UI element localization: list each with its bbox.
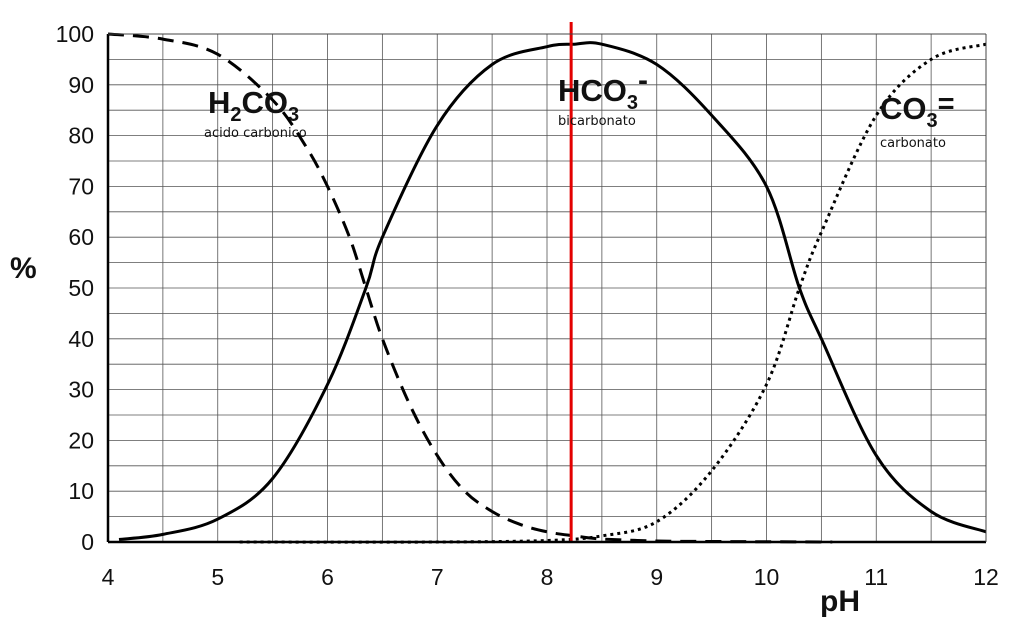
x-tick-label: 5 <box>211 564 224 590</box>
annotation-hco3-label: HCO3- <box>558 64 648 114</box>
series-line-bicarbonate <box>118 41 987 541</box>
y-tick-label: 90 <box>68 72 94 98</box>
y-tick-label: 40 <box>68 326 94 352</box>
x-tick-label: 8 <box>541 564 554 590</box>
x-tick-label: 7 <box>431 564 444 590</box>
y-tick-label: 60 <box>68 224 94 250</box>
y-tick-label: 50 <box>68 275 94 301</box>
y-tick-label: 80 <box>68 123 94 149</box>
y-tick-label: 20 <box>68 427 94 453</box>
x-tick-label: 10 <box>754 564 780 590</box>
series-line-acid <box>107 32 833 544</box>
annotation-h2co3-label: H2CO3 <box>208 85 299 126</box>
x-tick-label: 9 <box>650 564 663 590</box>
y-tick-label: 100 <box>56 21 94 47</box>
annotation-h2co3-caption: acido carbonico <box>204 126 307 141</box>
y-axis-label: % <box>10 252 37 285</box>
y-tick-label: 30 <box>68 377 94 403</box>
x-tick-label: 11 <box>864 564 888 590</box>
x-axis-label: pH <box>820 585 860 618</box>
y-tick-label: 70 <box>68 173 94 199</box>
axes <box>106 33 987 544</box>
annotation-co3-label: CO3= <box>880 88 955 132</box>
tick-labels: 4 5 6 7 8 9 10 11 12 0 10 20 30 40 50 60 70 80 90 100 <box>56 21 999 590</box>
annotation-hco3-caption: bicarbonato <box>558 114 636 129</box>
x-tick-label: 6 <box>321 564 334 590</box>
annotation-co3-caption: carbonato <box>880 136 946 151</box>
y-tick-label: 0 <box>81 529 94 555</box>
x-tick-label: 12 <box>973 564 999 590</box>
x-tick-label: 4 <box>102 564 115 590</box>
y-tick-label: 10 <box>68 478 94 504</box>
